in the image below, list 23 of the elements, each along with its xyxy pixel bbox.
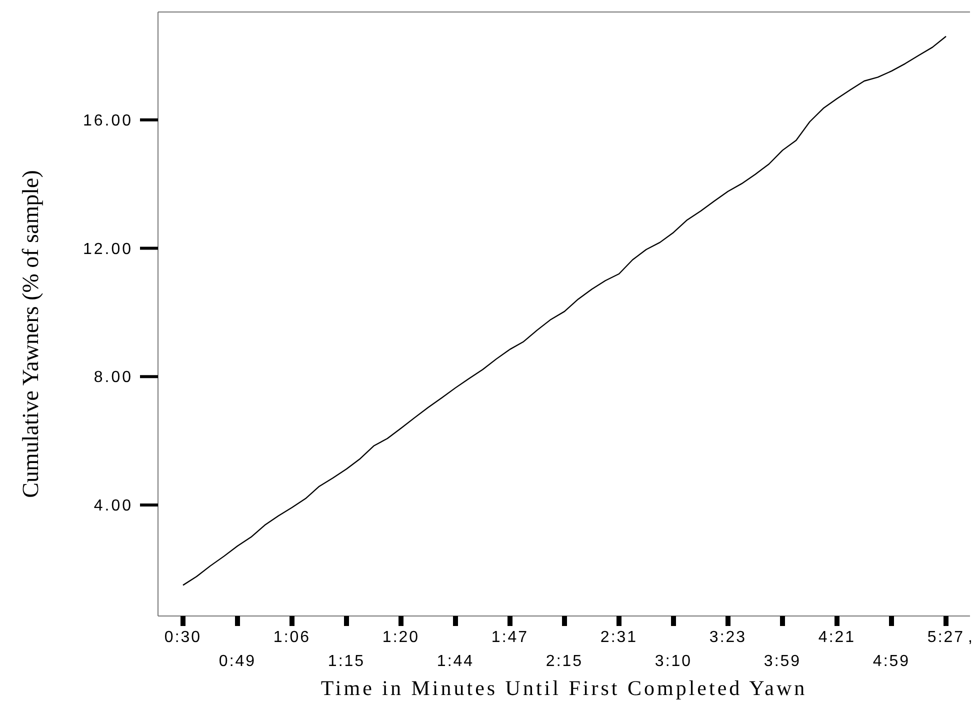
- x-tick-label: 3:59: [764, 653, 802, 670]
- x-tick-label: 3:23: [709, 629, 747, 646]
- x-tick-label: 4:59: [872, 653, 910, 670]
- x-tick-label: 1:44: [436, 653, 474, 670]
- y-tick-label: 12.00: [82, 240, 133, 258]
- x-tick-label: 1:15: [328, 653, 366, 670]
- x-axis-title: Time in Minutes Until First Completed Yawn: [320, 676, 808, 700]
- x-tick-label: 0:49: [218, 653, 256, 670]
- x-tick-label: 3:10: [654, 653, 692, 670]
- x-tick-label: 1:20: [382, 629, 420, 646]
- x-tick-label: 2:15: [546, 653, 584, 670]
- y-tick-label: 8.00: [94, 369, 133, 386]
- x-tick-label: 1:06: [273, 629, 311, 646]
- x-tick-label: 0:30: [164, 629, 202, 646]
- text: ,: [968, 629, 972, 646]
- x-tick-label: 5:27: [927, 629, 965, 646]
- x-tick-label: 4:21: [818, 629, 856, 646]
- y-tick-label: 4.00: [94, 498, 133, 515]
- y-tick-label: 16.00: [82, 112, 133, 130]
- y-axis-title: Cumulative Yawners (% of sample): [18, 170, 43, 498]
- x-tick-label: 1:47: [491, 629, 529, 646]
- x-tick-label: 2:31: [600, 629, 638, 646]
- line-series: [182, 36, 947, 586]
